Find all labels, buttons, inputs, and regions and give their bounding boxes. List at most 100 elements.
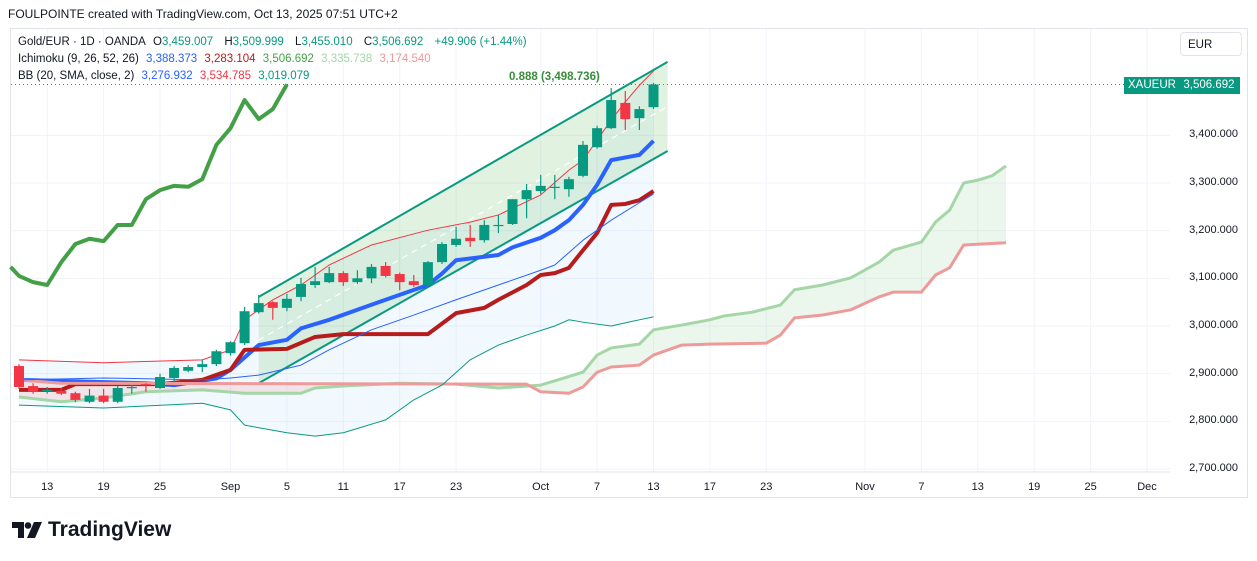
- time-tick-label: 13: [41, 481, 54, 493]
- time-tick-label: 19: [97, 481, 110, 493]
- candle-body: [225, 342, 236, 354]
- chart-panel[interactable]: [10, 28, 1248, 498]
- low-value: 3,455.010: [301, 36, 353, 48]
- ichimoku-cloud-segment: [794, 287, 809, 318]
- bb-legend: BB (20, SMA, close, 2) 3,276.932 3,534.7…: [18, 70, 313, 82]
- high-label: H: [224, 36, 233, 48]
- ichimoku-cloud-segment: [766, 305, 781, 344]
- open-value: 3,459.007: [161, 36, 214, 48]
- price-tick-label: 3,100.000: [1189, 271, 1238, 284]
- close-value: 3,506.692: [372, 36, 424, 48]
- candle-body: [70, 393, 81, 400]
- ichimoku-cloud-segment: [991, 165, 1006, 244]
- bb-lower-value: 3,019.079: [258, 70, 310, 82]
- close-label: C: [363, 36, 373, 48]
- regression-channel-lower: [258, 150, 669, 385]
- open-label: O: [153, 36, 162, 48]
- bb-basis-line: [18, 193, 654, 381]
- ichimoku-cloud-segment: [258, 383, 273, 394]
- candle-body: [253, 303, 264, 313]
- ichimoku-cloud-segment: [709, 315, 724, 345]
- time-tick-label: 11: [337, 481, 350, 493]
- tradingview-logo[interactable]: TradingView: [12, 518, 171, 542]
- candle-body: [14, 366, 24, 388]
- time-tick-label: 7: [918, 481, 925, 493]
- ichimoku-cloud-segment: [230, 383, 245, 394]
- candle-body: [465, 237, 476, 242]
- symbol-name[interactable]: Gold/EUR · 1D · OANDA: [18, 36, 146, 48]
- time-tick-label: 13: [971, 481, 984, 493]
- time-tick-label: 19: [1028, 481, 1041, 493]
- ichimoku-cloud-segment: [836, 277, 851, 313]
- ichimoku-cloud-segment: [681, 322, 696, 346]
- candle-body: [394, 274, 405, 283]
- regression-channel-label: 0.888 (3,498.736): [509, 71, 600, 83]
- time-tick-label: 23: [760, 481, 773, 493]
- time-tick-label: Sep: [220, 481, 241, 493]
- ichimoku-conversion-value: 3,388.373: [146, 53, 198, 65]
- bb-name[interactable]: BB (20, SMA, close, 2): [18, 70, 135, 82]
- candle-body: [493, 224, 504, 227]
- candle-body: [197, 364, 208, 367]
- tradingview-logo-text: TradingView: [48, 518, 172, 541]
- candle-body: [521, 190, 532, 200]
- ichimoku-cloud-segment: [286, 383, 301, 394]
- candle-body: [535, 185, 546, 192]
- candle-body: [28, 386, 39, 392]
- candle-body: [296, 284, 306, 297]
- ichimoku-cloud-segment: [780, 289, 795, 336]
- symbol-legend: Gold/EUR · 1D · OANDA O3,459.007 H3,509.…: [18, 36, 531, 48]
- bb-lower-line: [18, 316, 654, 437]
- candle-body: [338, 273, 349, 283]
- candle-body: [352, 278, 363, 283]
- regression-channel-fill: [258, 61, 668, 384]
- candle-body: [549, 186, 560, 189]
- candle-body: [437, 244, 447, 263]
- ichimoku-cloud-segment: [695, 319, 710, 345]
- ichimoku-name[interactable]: Ichimoku (9, 26, 52, 26): [18, 53, 139, 65]
- price-tick-label: 2,700.000: [1189, 462, 1238, 474]
- candle-body: [451, 238, 462, 245]
- ichimoku-cloud-segment: [808, 285, 823, 317]
- price-tick-label: 2,800.000: [1189, 414, 1238, 427]
- ichimoku-cloud-segment: [865, 262, 880, 304]
- ichimoku-cloud-segment: [667, 325, 682, 351]
- candle-body: [84, 395, 95, 402]
- candle-body: [578, 144, 588, 176]
- candle-body: [211, 351, 222, 365]
- ichimoku-legend: Ichimoku (9, 26, 52, 26) 3,388.373 3,283…: [18, 53, 435, 65]
- candle-body: [98, 395, 109, 402]
- ichimoku-cloud-segment: [611, 346, 626, 367]
- time-tick-label: Oct: [532, 481, 550, 493]
- ichimoku-cloud-segment: [963, 180, 978, 245]
- candle-body: [563, 179, 574, 190]
- currency-button[interactable]: EUR: [1180, 32, 1242, 56]
- time-tick-label: 25: [1084, 481, 1097, 493]
- candle-body: [422, 262, 433, 286]
- time-tick-label: 17: [703, 481, 717, 493]
- ichimoku-cloud-segment: [540, 380, 555, 393]
- ichimoku-cloud-segment: [977, 175, 992, 245]
- price-tick-label: 3,300.000: [1189, 175, 1238, 188]
- candle-body: [380, 265, 391, 276]
- candle-body: [634, 109, 645, 119]
- price-tick-label: 3,400.000: [1189, 128, 1238, 141]
- candle-body: [42, 389, 53, 392]
- ichimoku-cloud-segment: [738, 312, 753, 344]
- ichimoku-cloud-segment: [89, 383, 104, 400]
- tradingview-logo-icon: [12, 521, 42, 538]
- ichimoku-base-value: 3,283.104: [204, 53, 256, 65]
- candle-body: [267, 302, 278, 308]
- high-value: 3,509.999: [232, 36, 284, 48]
- candle-body: [281, 298, 292, 308]
- candle-body: [408, 281, 419, 286]
- candle-body: [155, 377, 165, 388]
- ichimoku-cloud-segment: [653, 327, 668, 356]
- bb-upper-value: 3,534.785: [199, 70, 252, 82]
- candle-body: [366, 266, 377, 279]
- ichimoku-cloud-segment: [822, 281, 837, 316]
- caption: FOULPOINTE created with TradingView.com,…: [8, 7, 398, 21]
- ichimoku-cloud-segment: [244, 383, 259, 394]
- time-tick-label: 25: [153, 481, 167, 493]
